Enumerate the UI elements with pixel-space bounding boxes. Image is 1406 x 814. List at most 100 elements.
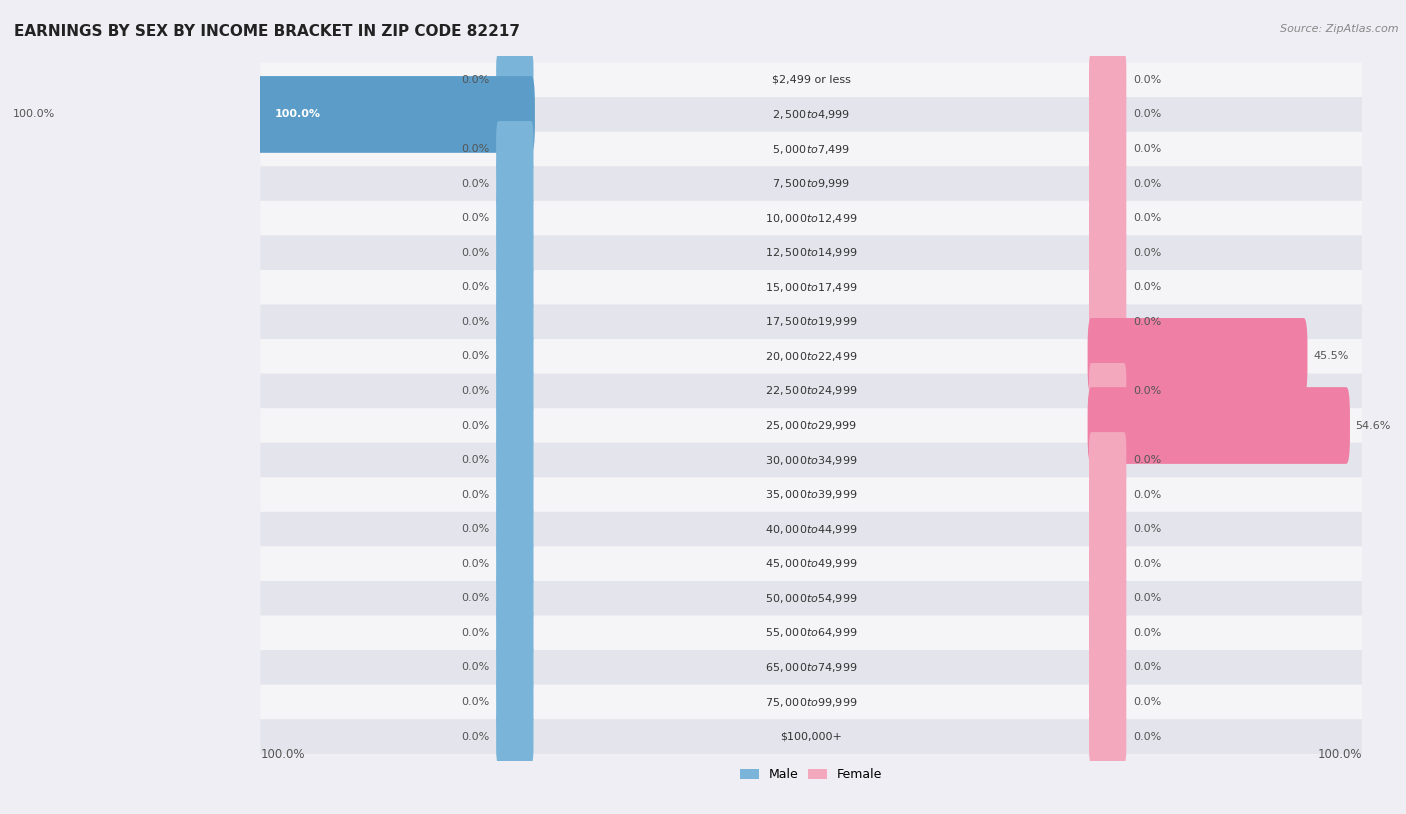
FancyBboxPatch shape [1090,536,1126,592]
FancyBboxPatch shape [260,63,1362,97]
FancyBboxPatch shape [496,536,533,592]
Text: 0.0%: 0.0% [461,75,489,85]
FancyBboxPatch shape [496,397,533,453]
FancyBboxPatch shape [496,52,533,108]
Text: 100.0%: 100.0% [1317,748,1362,761]
Text: 0.0%: 0.0% [461,352,489,361]
FancyBboxPatch shape [260,235,1362,270]
Text: $22,500 to $24,999: $22,500 to $24,999 [765,384,858,397]
FancyBboxPatch shape [1090,121,1126,177]
Text: 0.0%: 0.0% [461,732,489,742]
Text: 100.0%: 100.0% [274,109,321,120]
Text: 100.0%: 100.0% [260,748,305,761]
Text: 0.0%: 0.0% [1133,628,1161,638]
FancyBboxPatch shape [1090,605,1126,661]
FancyBboxPatch shape [260,685,1362,720]
Text: 0.0%: 0.0% [1133,144,1161,154]
Text: 0.0%: 0.0% [461,628,489,638]
FancyBboxPatch shape [1090,571,1126,626]
FancyBboxPatch shape [1090,363,1126,419]
Text: 0.0%: 0.0% [461,317,489,327]
FancyBboxPatch shape [496,432,533,488]
FancyBboxPatch shape [260,443,1362,477]
FancyBboxPatch shape [496,121,533,177]
Text: EARNINGS BY SEX BY INCOME BRACKET IN ZIP CODE 82217: EARNINGS BY SEX BY INCOME BRACKET IN ZIP… [14,24,520,39]
Text: $45,000 to $49,999: $45,000 to $49,999 [765,558,858,571]
FancyBboxPatch shape [496,501,533,558]
Text: 0.0%: 0.0% [461,455,489,465]
FancyBboxPatch shape [260,650,1362,685]
FancyBboxPatch shape [260,339,1362,374]
FancyBboxPatch shape [260,97,1362,132]
Text: $12,500 to $14,999: $12,500 to $14,999 [765,246,858,259]
Text: $20,000 to $22,499: $20,000 to $22,499 [765,350,858,363]
Text: 0.0%: 0.0% [461,663,489,672]
Text: $10,000 to $12,499: $10,000 to $12,499 [765,212,858,225]
Text: 0.0%: 0.0% [461,697,489,707]
Text: $50,000 to $54,999: $50,000 to $54,999 [765,592,858,605]
FancyBboxPatch shape [496,466,533,523]
FancyBboxPatch shape [1090,501,1126,558]
Text: 0.0%: 0.0% [461,558,489,569]
Text: $75,000 to $99,999: $75,000 to $99,999 [765,695,858,708]
FancyBboxPatch shape [496,225,533,281]
Text: $30,000 to $34,999: $30,000 to $34,999 [765,453,858,466]
FancyBboxPatch shape [1088,318,1308,395]
Text: $7,500 to $9,999: $7,500 to $9,999 [772,177,851,190]
FancyBboxPatch shape [496,605,533,661]
Text: $100,000+: $100,000+ [780,732,842,742]
Text: 0.0%: 0.0% [1133,386,1161,396]
FancyBboxPatch shape [1090,432,1126,488]
FancyBboxPatch shape [496,190,533,246]
FancyBboxPatch shape [1090,640,1126,695]
Text: 0.0%: 0.0% [1133,697,1161,707]
Text: 0.0%: 0.0% [1133,455,1161,465]
FancyBboxPatch shape [260,409,1362,443]
Text: 0.0%: 0.0% [461,213,489,223]
FancyBboxPatch shape [496,363,533,419]
Text: 0.0%: 0.0% [461,178,489,189]
Text: 0.0%: 0.0% [1133,247,1161,258]
FancyBboxPatch shape [1090,190,1126,246]
FancyBboxPatch shape [496,155,533,212]
Text: 0.0%: 0.0% [1133,524,1161,534]
Text: 0.0%: 0.0% [461,524,489,534]
FancyBboxPatch shape [1090,86,1126,142]
Text: $17,500 to $19,999: $17,500 to $19,999 [765,315,858,328]
Text: 0.0%: 0.0% [461,421,489,431]
Text: 0.0%: 0.0% [461,144,489,154]
FancyBboxPatch shape [1090,294,1126,350]
Text: 0.0%: 0.0% [1133,282,1161,292]
FancyBboxPatch shape [1090,466,1126,523]
FancyBboxPatch shape [1090,260,1126,315]
Text: 100.0%: 100.0% [13,109,55,120]
FancyBboxPatch shape [1090,52,1126,108]
Text: 0.0%: 0.0% [1133,490,1161,500]
Text: 0.0%: 0.0% [1133,75,1161,85]
FancyBboxPatch shape [260,615,1362,650]
Text: $2,499 or less: $2,499 or less [772,75,851,85]
FancyBboxPatch shape [260,720,1362,754]
Text: $15,000 to $17,499: $15,000 to $17,499 [765,281,858,294]
Text: 0.0%: 0.0% [1133,558,1161,569]
Text: 0.0%: 0.0% [1133,732,1161,742]
FancyBboxPatch shape [260,201,1362,235]
Text: $35,000 to $39,999: $35,000 to $39,999 [765,488,858,501]
FancyBboxPatch shape [496,328,533,384]
Text: 0.0%: 0.0% [1133,593,1161,603]
FancyBboxPatch shape [1088,387,1350,464]
Text: 0.0%: 0.0% [1133,663,1161,672]
FancyBboxPatch shape [496,294,533,350]
Text: $25,000 to $29,999: $25,000 to $29,999 [765,419,858,432]
FancyBboxPatch shape [60,76,534,153]
FancyBboxPatch shape [496,674,533,730]
Text: $5,000 to $7,499: $5,000 to $7,499 [772,142,851,155]
Text: 0.0%: 0.0% [1133,317,1161,327]
FancyBboxPatch shape [260,546,1362,581]
Text: $40,000 to $44,999: $40,000 to $44,999 [765,523,858,536]
FancyBboxPatch shape [260,132,1362,166]
FancyBboxPatch shape [260,166,1362,201]
Text: 54.6%: 54.6% [1355,421,1391,431]
FancyBboxPatch shape [1090,708,1126,764]
Text: 0.0%: 0.0% [461,593,489,603]
